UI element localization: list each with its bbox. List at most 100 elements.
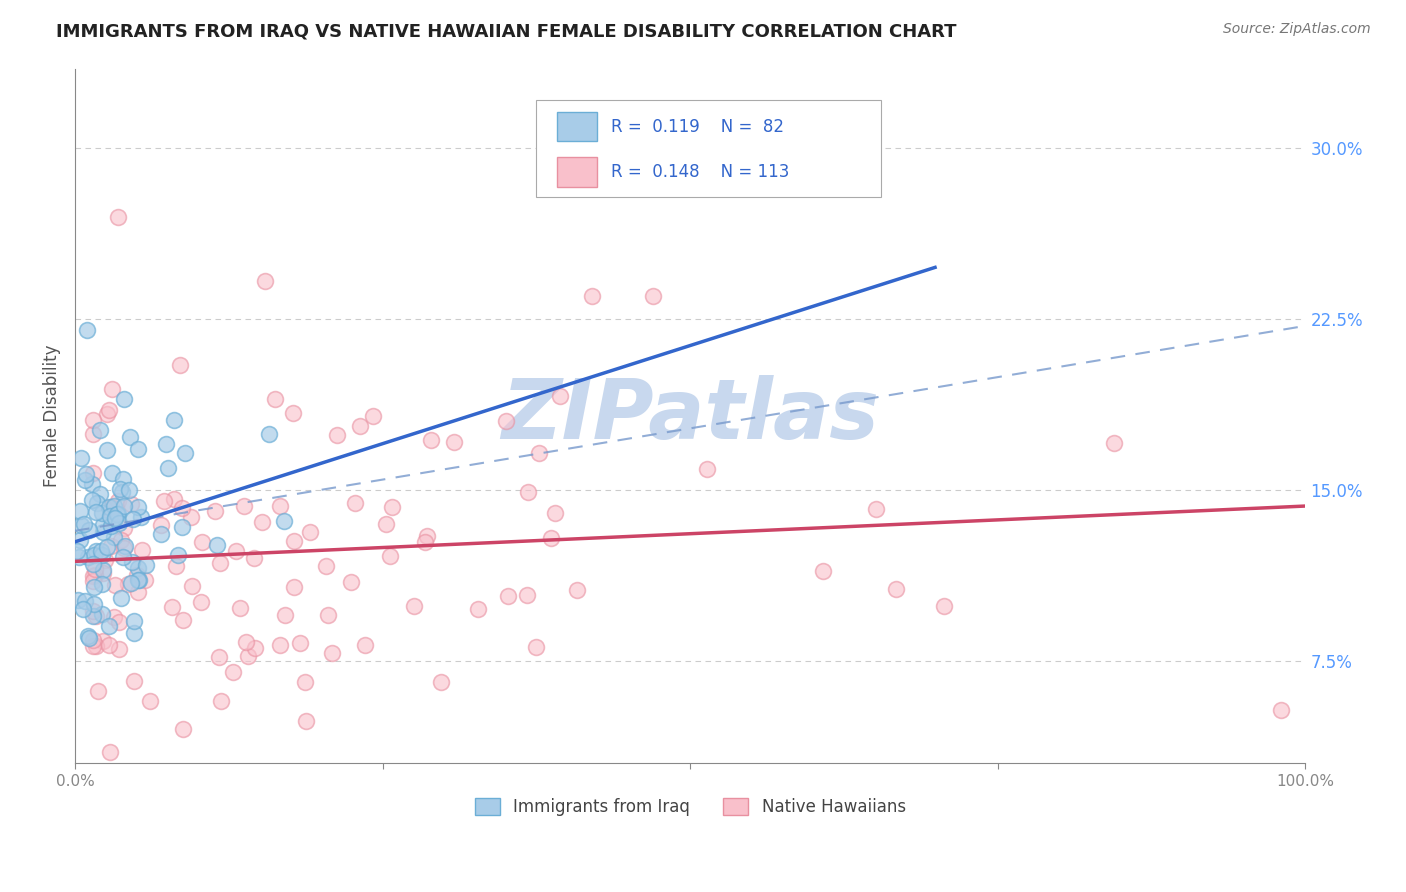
Point: [118, 483, 141, 497]
Bar: [557, 157, 596, 186]
Point: [86, 683, 108, 698]
Point: [90, 577, 112, 591]
Point: [1102, 436, 1125, 450]
Point: [222, 665, 245, 679]
Point: [114, 521, 136, 535]
Text: Source: ZipAtlas.com: Source: ZipAtlas.com: [1223, 22, 1371, 37]
Point: [91, 549, 114, 563]
Point: [89, 423, 111, 437]
Point: [225, 544, 247, 558]
Point: [84, 567, 107, 582]
Point: [90, 543, 112, 558]
Point: [865, 502, 887, 516]
Point: [91, 634, 114, 648]
Point: [127, 561, 149, 575]
Point: [524, 640, 547, 654]
Point: [67, 593, 90, 607]
Point: [245, 641, 267, 656]
Point: [70, 517, 93, 532]
Point: [163, 413, 186, 427]
Point: [150, 518, 173, 533]
Point: [932, 599, 955, 614]
Point: [381, 500, 404, 515]
Point: [108, 615, 131, 629]
Point: [73, 473, 96, 487]
Point: [413, 534, 436, 549]
Point: [250, 515, 273, 529]
Point: [70, 450, 93, 465]
Point: [229, 601, 252, 615]
Point: [73, 594, 96, 608]
Point: [127, 573, 149, 587]
Point: [375, 517, 398, 532]
Point: [238, 648, 260, 663]
Point: [1270, 703, 1292, 717]
Point: [243, 551, 266, 566]
Point: [101, 466, 124, 480]
Point: [77, 632, 100, 646]
Point: [97, 402, 120, 417]
Point: [108, 516, 131, 530]
Point: [112, 392, 135, 406]
Point: [150, 527, 173, 541]
Point: [83, 548, 105, 562]
Point: [274, 607, 297, 622]
Point: [120, 497, 142, 511]
Point: [321, 646, 343, 660]
Point: [122, 511, 145, 525]
Point: [89, 487, 111, 501]
Point: [581, 289, 603, 303]
Point: [103, 531, 125, 545]
Point: [516, 485, 538, 500]
Point: [76, 629, 98, 643]
Point: [76, 550, 98, 565]
Point: [107, 507, 129, 521]
Point: [110, 482, 132, 496]
Point: [98, 503, 121, 517]
Point: [696, 462, 718, 476]
Point: [97, 638, 120, 652]
Point: [190, 534, 212, 549]
Point: [172, 613, 194, 627]
Point: [125, 568, 148, 582]
Point: [67, 549, 90, 564]
Point: [98, 745, 121, 759]
Point: [72, 602, 94, 616]
Point: [101, 516, 124, 530]
Point: [120, 430, 142, 444]
Point: [295, 714, 318, 728]
Point: [110, 533, 132, 547]
Point: [82, 569, 104, 583]
Point: [153, 493, 176, 508]
Point: [122, 614, 145, 628]
Point: [80, 477, 103, 491]
Point: [269, 500, 291, 514]
Point: [283, 534, 305, 549]
Point: [208, 556, 231, 570]
Point: [83, 598, 105, 612]
Point: [122, 626, 145, 640]
Point: [121, 555, 143, 569]
Point: [128, 573, 150, 587]
Point: [82, 609, 104, 624]
Text: R =  0.148    N = 113: R = 0.148 N = 113: [612, 163, 790, 181]
Text: ZIPatlas: ZIPatlas: [502, 376, 879, 457]
Point: [84, 505, 107, 519]
Point: [548, 389, 571, 403]
Point: [112, 541, 135, 555]
Point: [157, 460, 180, 475]
Point: [165, 558, 187, 573]
Point: [273, 514, 295, 528]
Point: [104, 578, 127, 592]
Point: [105, 507, 128, 521]
Point: [86, 496, 108, 510]
Point: [180, 509, 202, 524]
Point: [101, 382, 124, 396]
Y-axis label: Female Disability: Female Disability: [44, 344, 60, 487]
Point: [565, 583, 588, 598]
Point: [316, 607, 339, 622]
Point: [100, 539, 122, 553]
Point: [108, 641, 131, 656]
Point: [495, 414, 517, 428]
Point: [134, 573, 156, 587]
